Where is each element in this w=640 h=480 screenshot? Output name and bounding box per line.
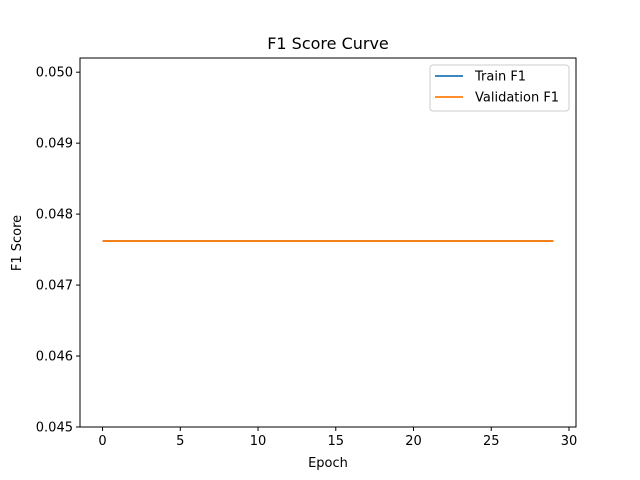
y-tick-label: 0.047 xyxy=(36,279,73,294)
y-tick-label: 0.046 xyxy=(36,350,73,365)
x-tick-label: 5 xyxy=(176,434,184,449)
chart-title: F1 Score Curve xyxy=(267,34,389,53)
plot-frame xyxy=(79,57,577,428)
x-tick-label: 20 xyxy=(405,434,422,449)
y-axis: 0.045 0.046 0.047 0.048 0.049 0.050 xyxy=(36,66,80,436)
x-tick-label: 25 xyxy=(483,434,500,449)
x-tick-label: 30 xyxy=(561,434,578,449)
x-axis: 0 5 10 15 20 25 30 xyxy=(98,427,577,449)
x-tick-label: 15 xyxy=(328,434,345,449)
legend-box xyxy=(429,64,570,112)
y-tick-label: 0.048 xyxy=(36,208,73,223)
plot-area xyxy=(79,57,577,428)
y-tick-label: 0.050 xyxy=(36,66,73,81)
x-tick-label: 0 xyxy=(98,434,106,449)
y-tick-label: 0.045 xyxy=(36,421,73,436)
x-axis-label: Epoch xyxy=(308,456,348,471)
x-tick-label: 10 xyxy=(250,434,267,449)
legend-label-train-f1: Train F1 xyxy=(474,70,526,85)
y-axis-label: F1 Score xyxy=(10,215,25,271)
legend-label-validation-f1: Validation F1 xyxy=(475,91,559,106)
legend: Train F1 Validation F1 xyxy=(429,64,570,112)
y-tick-label: 0.049 xyxy=(36,137,73,152)
